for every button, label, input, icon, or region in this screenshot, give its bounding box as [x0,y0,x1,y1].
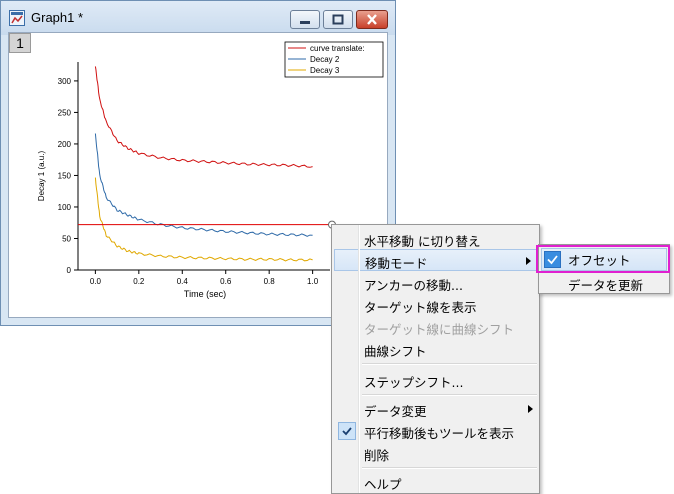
x-tick-label: 1.0 [307,277,319,286]
close-icon [367,14,377,25]
chart-axes: 0.0 0.2 0.4 0.6 0.8 1.0 0 50 100 150 200 250 300 [58,62,330,286]
menu-separator [362,467,537,469]
checkmark-icon [547,255,558,265]
x-tick-label: 0.8 [264,277,276,286]
highlight-frame [536,245,670,273]
x-tick-label: 0.4 [177,277,189,286]
menu-item-move-mode[interactable]: 移動モード [334,249,538,271]
x-tick-label: 0.0 [90,277,102,286]
submenu-item-label: オフセット [568,253,631,268]
y-tick-label: 200 [58,140,72,149]
menu-item-shift-to-target: ターゲット線に曲線シフト [332,316,539,338]
menu-item-step-shift[interactable]: ステップシフト... [332,369,539,391]
menu-item-label: データ変更 [364,404,427,419]
menu-item-move-anchor[interactable]: アンカーの移動... [332,272,539,294]
menu-item-label: ヘルプ [364,477,402,492]
menu-item-help[interactable]: ヘルプ [332,471,539,493]
window-title: Graph1 * [31,10,84,25]
y-tick-label: 50 [62,234,71,243]
menu-item-show-target-line[interactable]: ターゲット線を表示 [332,294,539,316]
y-axis-label: Decay 1 (a.u.) [37,151,46,202]
menu-item-curve-shift[interactable]: 曲線シフト [332,338,539,360]
menu-item-label: 平行移動後もツールを表示 [364,426,515,441]
menu-separator [362,363,537,365]
y-tick-label: 0 [67,266,72,275]
menu-item-data-change[interactable]: データ変更 [332,398,539,420]
maximize-icon [332,14,344,25]
series-line [94,177,313,262]
x-tick-label: 0.6 [220,277,232,286]
menu-item-label: 曲線シフト [364,344,427,359]
menu-item-horizontal-move[interactable]: 水平移動 に切り替え [332,228,539,250]
menu-item-label: 移動モード [365,256,428,271]
chart-series [78,66,336,262]
y-tick-label: 150 [58,171,72,180]
minimize-button[interactable] [290,10,320,29]
submenu-arrow-icon [526,257,531,265]
maximize-button[interactable] [323,10,353,29]
x-tick-label: 0.2 [133,277,145,286]
checkmark-icon [342,427,352,436]
legend-label: curve translate: [310,44,365,53]
y-tick-label: 250 [58,108,72,117]
checkmark-box [544,251,561,268]
checkmark-box [338,422,356,440]
submenu-arrow-icon [528,405,533,413]
menu-item-label: ターゲット線に曲線シフト [364,322,515,337]
x-axis-label: Time (sec) [184,289,226,299]
menu-item-label: アンカーの移動... [364,278,463,293]
menu-separator [362,394,537,396]
layer-tab[interactable]: 1 [9,33,31,53]
series-line [94,66,313,168]
y-tick-label: 300 [58,77,72,86]
chart-legend: curve translate: Decay 2 Decay 3 [284,41,384,78]
menu-item-label: 削除 [364,448,390,463]
submenu-item-offset[interactable] [541,248,667,271]
menu-gutter-divider [358,225,360,493]
menu-item-delete[interactable]: 削除 [332,442,539,464]
menu-item-label: ステップシフト... [364,375,464,390]
legend-label: Decay 2 [310,55,340,64]
submenu-item-update-data[interactable]: データを更新 [568,278,644,293]
legend-label: Decay 3 [310,66,340,75]
menu-item-label: 水平移動 に切り替え [364,234,481,249]
menu-item-keep-tool[interactable]: 平行移動後もツールを表示 [332,420,539,442]
y-tick-label: 100 [58,203,72,212]
context-menu[interactable]: 水平移動 に切り替え 移動モード アンカーの移動... ターゲット線を表示 ター… [331,224,540,494]
menu-item-label: ターゲット線を表示 [364,300,477,315]
close-button[interactable] [356,10,388,29]
minimize-icon [300,21,310,24]
graph-window-icon [9,10,25,26]
